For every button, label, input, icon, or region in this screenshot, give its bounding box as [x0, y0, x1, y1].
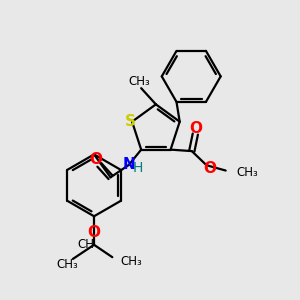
- Text: CH₃: CH₃: [121, 255, 142, 268]
- Text: CH₃: CH₃: [236, 166, 258, 178]
- Text: CH₃: CH₃: [57, 258, 78, 271]
- Text: S: S: [125, 114, 136, 129]
- Text: O: O: [88, 225, 100, 240]
- Text: H: H: [133, 161, 143, 175]
- Text: O: O: [89, 152, 102, 166]
- Text: CH₃: CH₃: [129, 75, 151, 88]
- Text: O: O: [189, 121, 202, 136]
- Text: N: N: [122, 158, 135, 172]
- Text: O: O: [204, 161, 217, 176]
- Text: CH: CH: [77, 238, 94, 251]
